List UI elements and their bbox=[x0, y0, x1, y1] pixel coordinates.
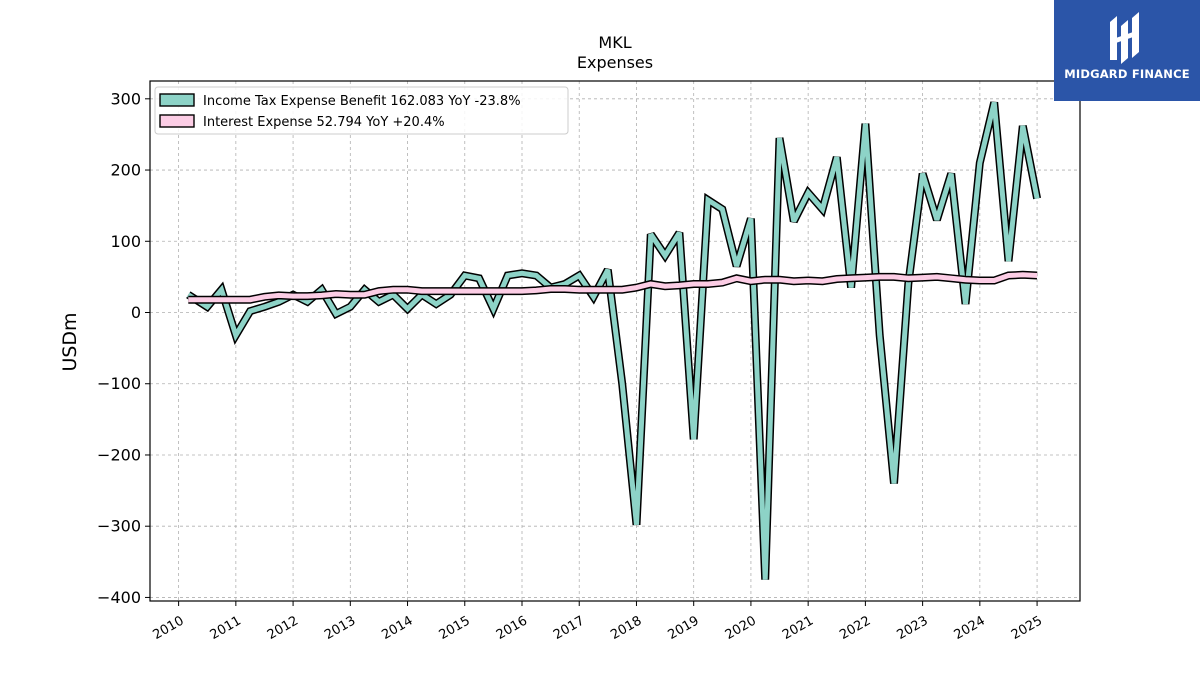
x-tick-label: 2010 bbox=[150, 613, 186, 643]
chart-title: MKL bbox=[598, 33, 631, 52]
plot-frame bbox=[149, 80, 1081, 602]
y-tick-label: −400 bbox=[97, 588, 141, 607]
x-tick-label: 2024 bbox=[952, 613, 988, 643]
series-layer bbox=[186, 101, 1042, 580]
midgard-finance-logo: MIDGARD FINANCE bbox=[1054, 0, 1200, 101]
x-tick-label: 2013 bbox=[322, 613, 358, 643]
y-tick-label: −200 bbox=[97, 445, 141, 464]
x-tick-label: 2019 bbox=[666, 613, 702, 643]
x-tick-label: 2025 bbox=[1009, 613, 1045, 643]
legend-box bbox=[154, 86, 569, 135]
x-tick-label: 2012 bbox=[265, 613, 301, 643]
y-tick-label: −300 bbox=[97, 517, 141, 536]
x-tick-label: 2022 bbox=[837, 613, 873, 643]
x-tick-label: 2023 bbox=[894, 613, 930, 643]
legend-swatch-income-tax bbox=[159, 93, 195, 107]
x-tick-label: 2021 bbox=[780, 613, 816, 643]
x-tick-label: 2016 bbox=[494, 613, 530, 643]
y-tick-label: 200 bbox=[110, 161, 141, 180]
x-tick-label: 2015 bbox=[437, 613, 473, 643]
series-line-income-tax-expense-benefit bbox=[186, 101, 1040, 580]
x-tick-label: 2014 bbox=[379, 613, 415, 643]
y-tick-label: −100 bbox=[97, 374, 141, 393]
series-outline-income-tax-expense-benefit bbox=[186, 101, 1042, 580]
legend-label-interest: Interest Expense 52.794 YoY +20.4% bbox=[203, 115, 445, 130]
x-tick-label: 2011 bbox=[208, 613, 244, 643]
y-axis-label: USDm bbox=[59, 312, 81, 371]
legend-swatch-interest bbox=[159, 114, 195, 128]
legend-label-income-tax: Income Tax Expense Benefit 162.083 YoY -… bbox=[203, 94, 521, 109]
midgard-logo-icon bbox=[1110, 12, 1139, 64]
y-tick-label: 100 bbox=[110, 232, 141, 251]
legend: Income Tax Expense Benefit 162.083 YoY -… bbox=[154, 86, 569, 135]
brand-name: MIDGARD FINANCE bbox=[1064, 67, 1190, 81]
x-tick-label: 2017 bbox=[551, 613, 587, 643]
chart-subtitle: Expenses bbox=[577, 53, 653, 72]
x-tick-label: 2018 bbox=[608, 613, 644, 643]
y-tick-label: 300 bbox=[110, 89, 141, 108]
x-tick-label: 2020 bbox=[723, 613, 759, 643]
series-line-interest-expense bbox=[188, 272, 1038, 303]
y-tick-label: 0 bbox=[131, 303, 141, 322]
